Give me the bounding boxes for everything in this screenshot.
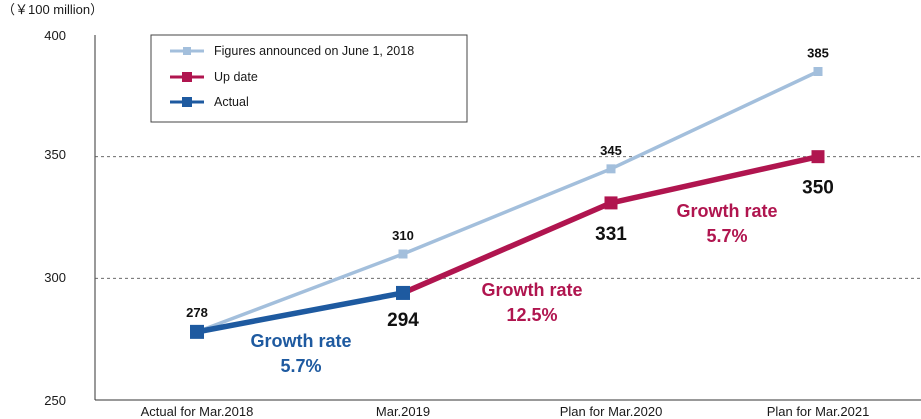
legend-marker-announced xyxy=(183,47,191,55)
series-line-actual xyxy=(196,290,404,335)
x-tick-label: Plan for Mar.2021 xyxy=(767,404,870,419)
unit-label: （￥100 million） xyxy=(2,2,103,17)
data-point-announced xyxy=(398,249,408,259)
data-point-announced xyxy=(813,67,823,76)
legend-label-announced: Figures announced on June 1, 2018 xyxy=(214,44,414,58)
growth-label-line2: 5.7% xyxy=(280,356,321,376)
legend-label-update: Up date xyxy=(214,70,258,84)
growth-label-line1: Growth rate xyxy=(676,201,777,221)
growth-label-line1: Growth rate xyxy=(250,331,351,351)
x-tick-label: Actual for Mar.2018 xyxy=(141,404,254,419)
x-tick-label: Plan for Mar.2020 xyxy=(560,404,663,419)
data-label-actual: 294 xyxy=(387,310,419,331)
growth-annotation-2020: Growth rate 12.5% xyxy=(481,280,582,325)
label-layer: 310 345 385 278 294 331 350 xyxy=(186,46,834,331)
data-point-actual xyxy=(396,285,410,300)
legend-entry-announced: Figures announced on June 1, 2018 xyxy=(170,44,414,58)
data-label-announced: 345 xyxy=(600,143,622,158)
legend-marker-update xyxy=(182,72,192,82)
legend: Figures announced on June 1, 2018 Up dat… xyxy=(150,34,468,123)
data-label-update: 331 xyxy=(595,224,627,245)
legend-entry-actual: Actual xyxy=(170,95,249,109)
series-layer xyxy=(190,67,825,339)
growth-label-line2: 5.7% xyxy=(706,226,747,246)
y-tick-label: 400 xyxy=(44,28,66,43)
data-point-update xyxy=(811,150,825,164)
series-line-announced xyxy=(196,69,819,334)
y-tick-label: 300 xyxy=(44,270,66,285)
legend-marker-actual xyxy=(182,97,192,107)
data-point-update xyxy=(604,196,618,210)
data-label-announced: 385 xyxy=(807,46,829,61)
data-label-announced: 310 xyxy=(392,228,414,243)
y-tick-label: 250 xyxy=(44,393,66,408)
growth-label-line2: 12.5% xyxy=(506,305,557,325)
data-label-update: 350 xyxy=(802,178,834,199)
legend-label-actual: Actual xyxy=(214,95,249,109)
growth-label-line1: Growth rate xyxy=(481,280,582,300)
y-tick-label: 350 xyxy=(44,147,66,162)
data-point-actual xyxy=(190,324,204,339)
legend-entry-update: Up date xyxy=(170,70,258,84)
data-label-actual: 278 xyxy=(186,305,208,320)
growth-annotation-2021: Growth rate 5.7% xyxy=(676,201,777,246)
grid-layer xyxy=(95,156,921,279)
x-tick-label: Mar.2019 xyxy=(376,404,430,419)
data-point-announced xyxy=(606,164,616,174)
growth-annotation-actual: Growth rate 5.7% xyxy=(250,331,351,376)
